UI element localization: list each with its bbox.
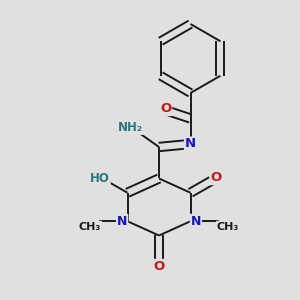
Text: N: N: [191, 215, 201, 228]
Text: CH₃: CH₃: [79, 222, 101, 232]
Text: CH₃: CH₃: [217, 222, 239, 232]
Text: O: O: [210, 171, 222, 184]
Text: N: N: [185, 137, 196, 151]
Text: HO: HO: [90, 172, 110, 185]
Text: O: O: [153, 260, 165, 273]
Text: NH₂: NH₂: [118, 121, 143, 134]
Text: N: N: [117, 215, 127, 228]
Text: O: O: [160, 102, 171, 115]
